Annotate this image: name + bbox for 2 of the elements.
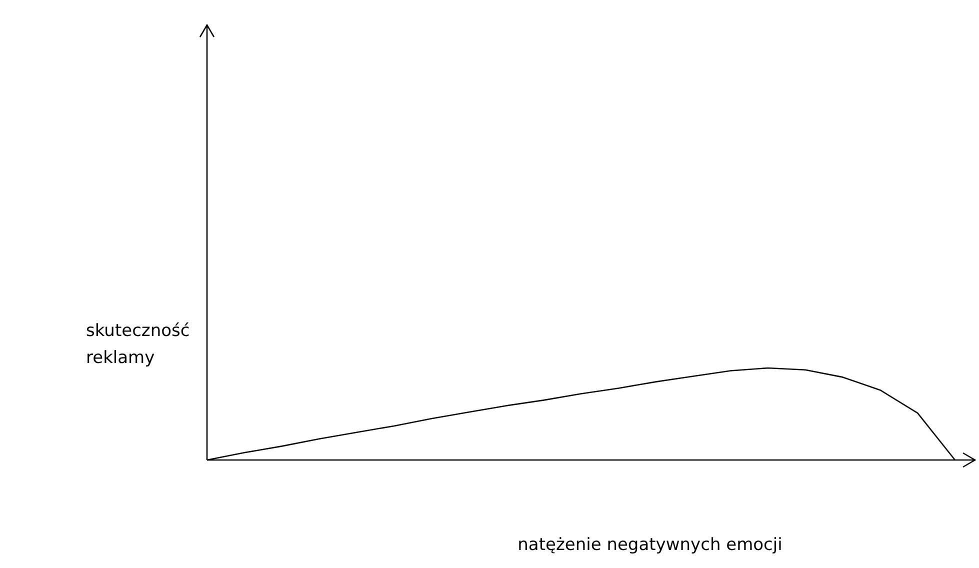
x-axis-title: natężenie negatywnych emocji — [516, 534, 784, 557]
y-axis-title: skuteczność reklamy — [86, 320, 191, 370]
